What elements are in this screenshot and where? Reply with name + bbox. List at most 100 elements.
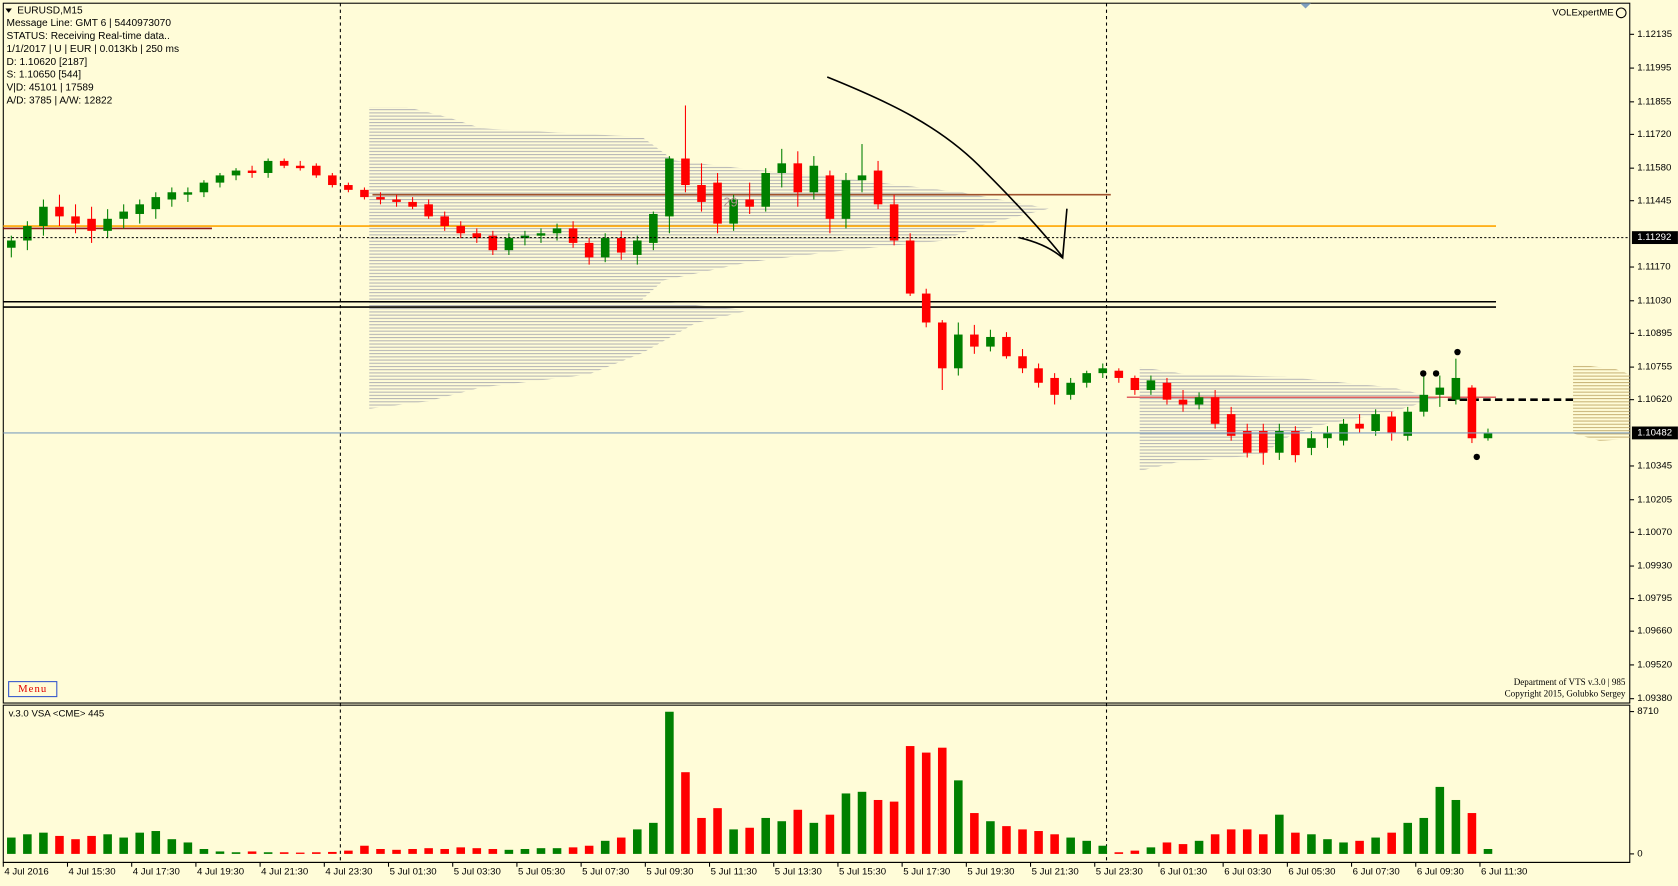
volume-bar — [777, 821, 787, 854]
candle-body — [970, 334, 979, 347]
candle-body — [1483, 432, 1493, 439]
status-line: S: 1.10650 [544] — [7, 70, 82, 81]
candle-body — [231, 170, 241, 176]
volume-bar — [360, 845, 369, 854]
x-tick-label: 4 Jul 2016 — [4, 867, 48, 878]
volume-bar — [905, 746, 915, 854]
volume-bar — [1291, 832, 1300, 854]
credit: Copyright 2015, Golubko Sergey — [1505, 689, 1626, 699]
candle-body — [584, 242, 594, 258]
volume-bar — [600, 840, 610, 854]
y-tick-label: 1.10620 — [1637, 394, 1672, 405]
candle-body — [23, 226, 32, 241]
price-label-box — [1631, 426, 1678, 440]
candle-body — [1371, 414, 1380, 432]
x-tick-label: 6 Jul 11:30 — [1481, 867, 1527, 878]
volume-bar — [1146, 847, 1156, 854]
volume-bar — [1242, 829, 1252, 854]
candle-body — [905, 240, 915, 294]
candle-body — [1130, 377, 1140, 391]
drawn-arrow — [826, 76, 1064, 258]
x-tick-label: 6 Jul 05:30 — [1288, 867, 1335, 878]
y-tick-label: 1.11855 — [1637, 96, 1671, 107]
volume-bar — [312, 852, 321, 854]
drawn-arrow-head — [1018, 208, 1068, 260]
y-tick-label: 1.10070 — [1637, 527, 1672, 538]
volume-profile — [369, 107, 1049, 409]
indicator-icon — [1615, 7, 1627, 19]
x-tick-label: 5 Jul 07:30 — [582, 867, 629, 878]
candle-body — [937, 322, 947, 369]
y-tick-label: 1.09520 — [1637, 659, 1672, 670]
candle-body — [793, 163, 803, 193]
volume-bar — [167, 839, 177, 854]
x-tick-label: 6 Jul 07:30 — [1353, 867, 1400, 878]
candle-body — [1275, 431, 1284, 453]
x-tick-label: 4 Jul 19:30 — [197, 867, 244, 878]
candle-body — [649, 213, 658, 243]
candle-body — [103, 218, 112, 231]
volume-bar — [616, 837, 626, 854]
candle-body — [954, 334, 963, 369]
volume-bar — [921, 752, 931, 854]
volume-bar — [231, 852, 241, 854]
candle-body — [7, 240, 16, 248]
candle-body — [135, 204, 145, 214]
candle-body — [857, 175, 867, 181]
volume-bar — [119, 837, 128, 854]
y-tick-label: 8710 — [1637, 706, 1658, 717]
candle-body — [360, 189, 369, 198]
signal-dot — [1432, 370, 1440, 377]
volume-bar — [1130, 850, 1140, 854]
volume-bar — [1403, 822, 1413, 854]
volume-bar — [504, 849, 514, 854]
volume-bar — [729, 829, 738, 854]
candle-body — [87, 218, 96, 231]
x-tick-label: 5 Jul 03:30 — [454, 867, 501, 878]
volume-bar — [809, 822, 819, 854]
x-tick-label: 4 Jul 15:30 — [69, 867, 116, 878]
candle-body — [456, 226, 466, 234]
volume-bar — [937, 747, 947, 854]
menu-button[interactable] — [8, 681, 58, 698]
candle-body — [1226, 414, 1236, 436]
candle-body — [39, 206, 48, 227]
volume-bar — [761, 817, 770, 854]
volume-bar — [1002, 826, 1011, 854]
price-label: 1.11292 — [1637, 232, 1671, 243]
candle-body — [392, 199, 401, 202]
volume-bar — [665, 711, 674, 854]
volume-bar — [1483, 848, 1493, 854]
candle-body — [841, 180, 851, 219]
volume-bar — [488, 848, 498, 854]
candle-body — [520, 235, 530, 239]
y-tick-label: 1.09795 — [1637, 593, 1672, 604]
x-tick-label: 6 Jul 01:30 — [1160, 867, 1207, 878]
volume-bar — [199, 848, 209, 854]
volume-bar — [825, 814, 835, 854]
volume-bar — [889, 801, 899, 854]
volume-bar — [1355, 840, 1364, 854]
candle-body — [1355, 423, 1364, 429]
volume-bar — [1050, 834, 1059, 854]
volume-bar — [568, 847, 578, 854]
volume-bar — [183, 842, 193, 854]
volume-bar — [649, 822, 658, 854]
candle-body — [119, 211, 128, 219]
y-tick-label: 1.09380 — [1637, 693, 1672, 704]
candle-body — [183, 192, 193, 195]
candle-body — [1098, 368, 1108, 374]
menu-label[interactable]: Menu — [18, 683, 47, 695]
candle-body — [1018, 356, 1027, 369]
candle-body — [600, 238, 610, 258]
candle-body — [536, 233, 546, 236]
volume-bar — [1162, 842, 1172, 854]
candle-body — [1146, 380, 1156, 391]
status-line: Message Line: GMT 6 | 5440973070 — [7, 18, 172, 29]
candle-body — [215, 175, 225, 183]
volume-bar — [970, 813, 979, 854]
status-line: A/D: 3785 | A/W: 12822 — [7, 95, 113, 106]
candle-body — [440, 216, 449, 227]
volume-bar — [1275, 814, 1284, 854]
